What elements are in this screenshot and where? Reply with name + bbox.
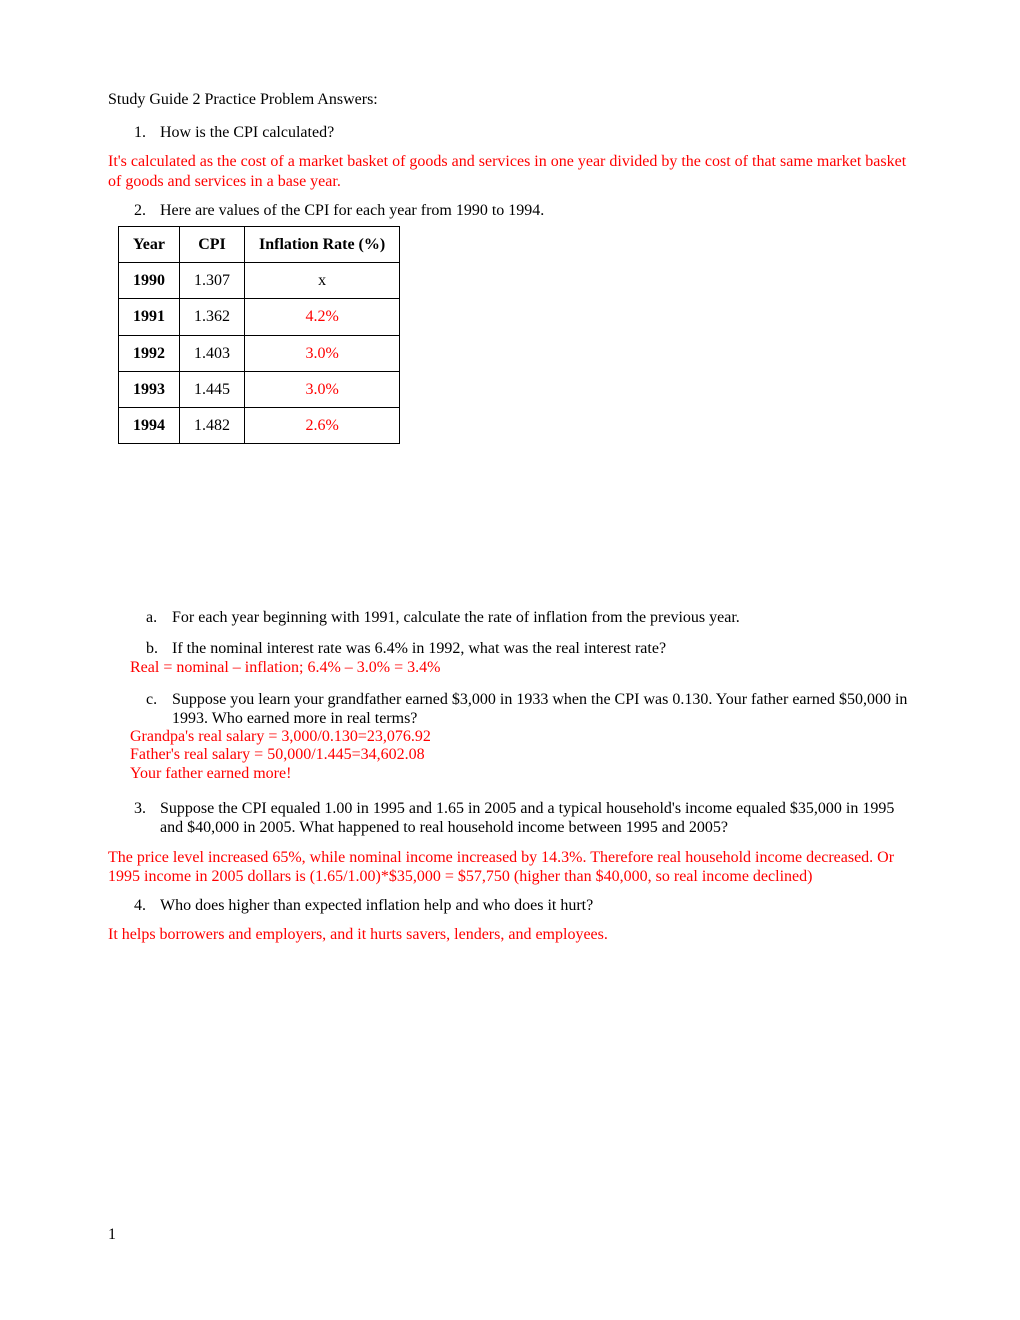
cell-cpi: 1.482 xyxy=(180,407,245,443)
q3-answer: The price level increased 65%, while nom… xyxy=(108,848,912,886)
table-row: 1992 1.403 3.0% xyxy=(119,335,400,371)
cell-rate: 3.0% xyxy=(245,335,400,371)
cell-rate: 3.0% xyxy=(245,371,400,407)
q2c-answer-3: Your father earned more! xyxy=(130,765,912,783)
page-number: 1 xyxy=(108,1225,116,1244)
cell-year: 1992 xyxy=(119,335,180,371)
cpi-table-wrapper: Year CPI Inflation Rate (%) 1990 1.307 x… xyxy=(118,226,912,444)
spacer xyxy=(108,629,912,639)
table-row: 1994 1.482 2.6% xyxy=(119,407,400,443)
cell-cpi: 1.307 xyxy=(180,263,245,299)
q2c-answer-1: Grandpa's real salary = 3,000/0.130=23,0… xyxy=(130,728,912,746)
col-year: Year xyxy=(119,226,180,262)
q4-number: 4. xyxy=(134,896,160,915)
cell-year: 1990 xyxy=(119,263,180,299)
table-row: 1993 1.445 3.0% xyxy=(119,371,400,407)
q3-number: 3. xyxy=(134,799,160,837)
col-cpi: CPI xyxy=(180,226,245,262)
q2-sub-a: a. For each year beginning with 1991, ca… xyxy=(146,608,912,627)
cell-year: 1993 xyxy=(119,371,180,407)
question-2: 2. Here are values of the CPI for each y… xyxy=(134,201,912,220)
col-inflation: Inflation Rate (%) xyxy=(245,226,400,262)
table-row: 1990 1.307 x xyxy=(119,263,400,299)
q2-number: 2. xyxy=(134,201,160,220)
sub-text: Suppose you learn your grandfather earne… xyxy=(172,690,912,728)
q3-text: Suppose the CPI equaled 1.00 in 1995 and… xyxy=(160,799,912,837)
cell-year: 1994 xyxy=(119,407,180,443)
document-title: Study Guide 2 Practice Problem Answers: xyxy=(108,90,912,109)
q1-answer: It's calculated as the cost of a market … xyxy=(108,152,912,190)
cell-rate: x xyxy=(245,263,400,299)
sub-letter: c. xyxy=(146,690,172,728)
spacer xyxy=(108,448,912,608)
q1-text: How is the CPI calculated? xyxy=(160,123,912,142)
question-3: 3. Suppose the CPI equaled 1.00 in 1995 … xyxy=(134,799,912,837)
sub-text: For each year beginning with 1991, calcu… xyxy=(172,608,912,627)
cpi-table: Year CPI Inflation Rate (%) 1990 1.307 x… xyxy=(118,226,400,444)
cell-rate: 4.2% xyxy=(245,299,400,335)
q2-sub-b: b. If the nominal interest rate was 6.4%… xyxy=(146,639,912,658)
cell-cpi: 1.362 xyxy=(180,299,245,335)
q4-text: Who does higher than expected inflation … xyxy=(160,896,912,915)
table-header-row: Year CPI Inflation Rate (%) xyxy=(119,226,400,262)
q2c-answer-2: Father's real salary = 50,000/1.445=34,6… xyxy=(130,746,912,764)
table-row: 1991 1.362 4.2% xyxy=(119,299,400,335)
sub-letter: a. xyxy=(146,608,172,627)
sub-text: If the nominal interest rate was 6.4% in… xyxy=(172,639,912,658)
q2-sub-c: c. Suppose you learn your grandfather ea… xyxy=(146,690,912,728)
cell-rate: 2.6% xyxy=(245,407,400,443)
cell-year: 1991 xyxy=(119,299,180,335)
q2-text: Here are values of the CPI for each year… xyxy=(160,201,912,220)
q2b-answer: Real = nominal – inflation; 6.4% – 3.0% … xyxy=(130,658,912,677)
cell-cpi: 1.403 xyxy=(180,335,245,371)
q4-answer: It helps borrowers and employers, and it… xyxy=(108,925,912,944)
cell-cpi: 1.445 xyxy=(180,371,245,407)
sub-letter: b. xyxy=(146,639,172,658)
q1-number: 1. xyxy=(134,123,160,142)
question-4: 4. Who does higher than expected inflati… xyxy=(134,896,912,915)
question-1: 1. How is the CPI calculated? xyxy=(134,123,912,142)
